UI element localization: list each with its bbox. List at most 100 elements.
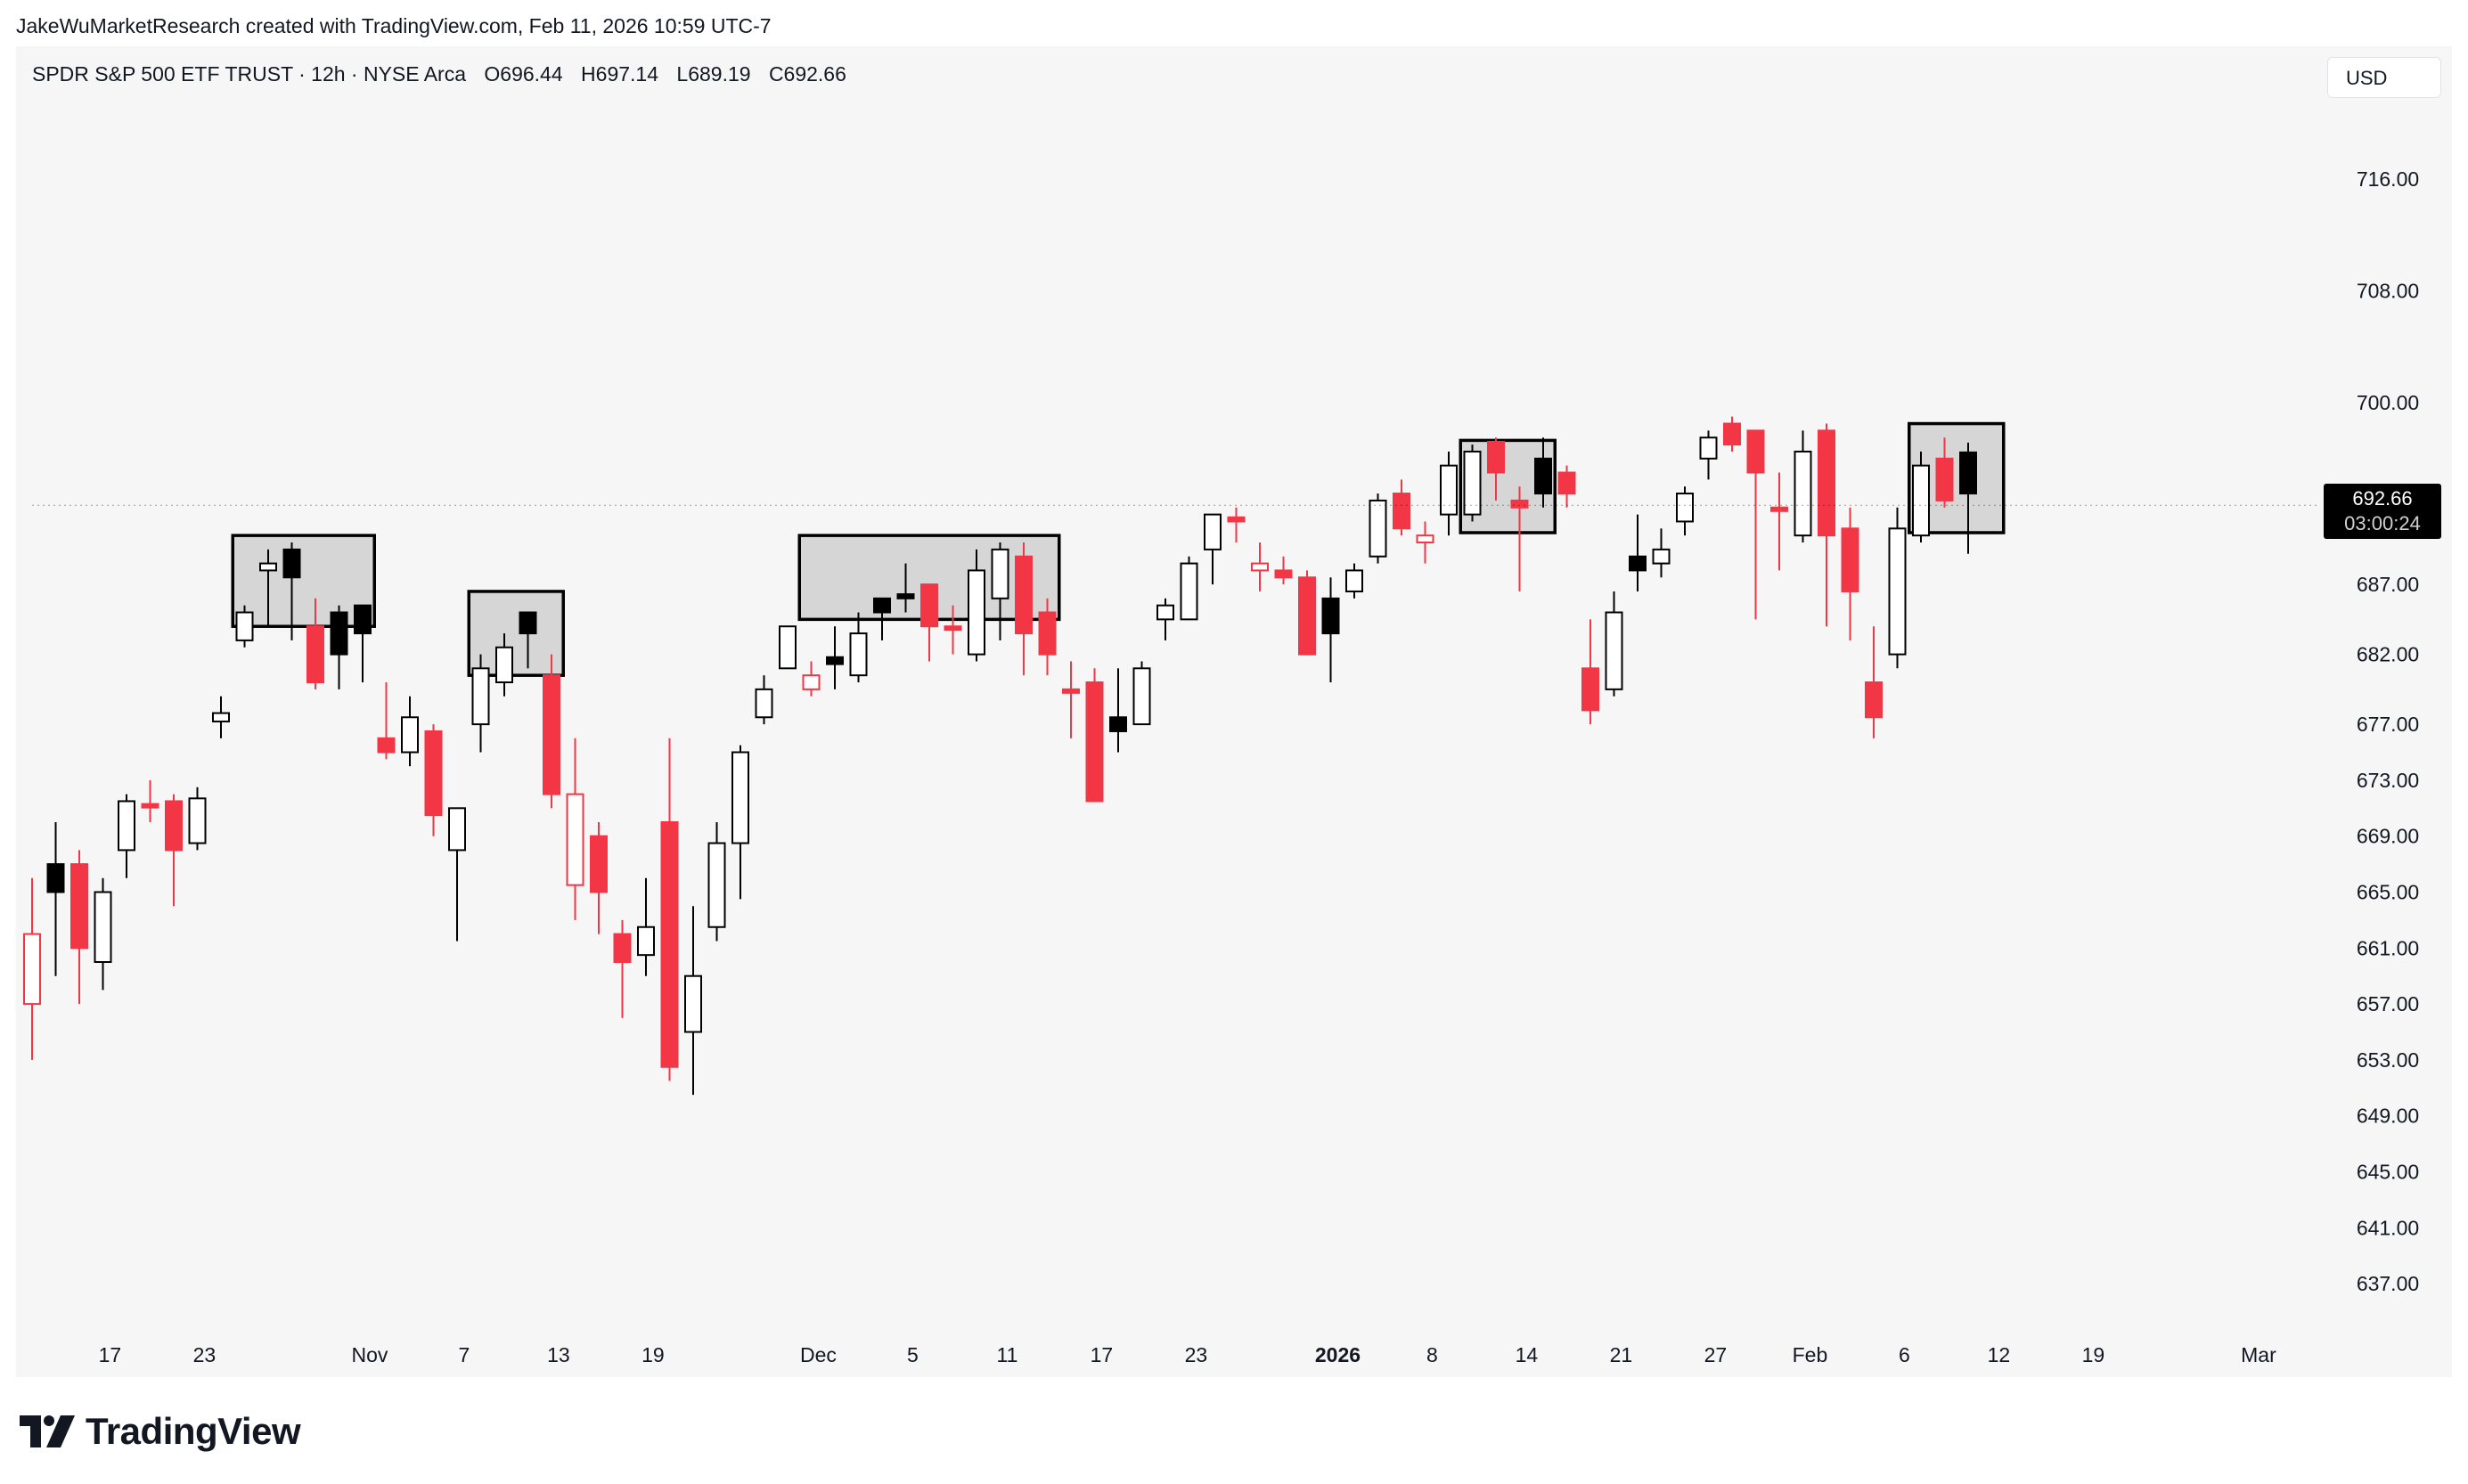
candle-body <box>1440 464 1458 516</box>
tradingview-logo[interactable]: TradingView <box>20 1409 301 1454</box>
candle-body <box>495 646 513 683</box>
symbol-description[interactable]: SPDR S&P 500 ETF TRUST · 12h · NYSE Arca <box>32 62 467 86</box>
y-axis-tick-label: 661.00 <box>2357 936 2419 959</box>
candle-body <box>684 974 702 1033</box>
candle-body <box>165 800 183 852</box>
candle-body <box>1510 499 1529 509</box>
tradingview-logo-icon <box>20 1415 75 1447</box>
x-axis-tick-label: 6 <box>1899 1343 1910 1366</box>
candle-body <box>1912 464 1930 537</box>
x-axis-tick-label: 13 <box>547 1343 570 1366</box>
bar-countdown: 03:00:24 <box>2344 512 2421 534</box>
y-axis-tick-label: 657.00 <box>2357 992 2419 1015</box>
candle-body <box>1251 562 1269 572</box>
candle-body <box>1841 527 1859 592</box>
candle-body <box>1770 506 1788 512</box>
x-axis-tick-label: 14 <box>1516 1343 1539 1366</box>
candle-body <box>1345 569 1363 592</box>
candle-body <box>707 842 726 928</box>
candle-body <box>543 674 560 795</box>
candle-body <box>235 611 254 641</box>
highlight-box-2 <box>467 590 565 677</box>
x-axis-tick-label: 21 <box>1610 1343 1633 1366</box>
x-axis-tick-label: Dec <box>800 1343 837 1366</box>
x-axis-tick-label: 17 <box>99 1343 122 1366</box>
candle-body <box>70 863 88 950</box>
candle-body <box>1132 667 1151 726</box>
candle-body <box>1321 597 1340 635</box>
candle-body <box>1581 667 1599 712</box>
candle-body <box>330 611 348 656</box>
candle-body <box>282 548 301 579</box>
x-axis-tick-label: 8 <box>1426 1343 1438 1366</box>
candle-body <box>306 625 324 684</box>
candle-body <box>1794 450 1812 537</box>
y-axis-tick-label: 700.00 <box>2357 391 2419 414</box>
candle-body <box>802 674 821 690</box>
candle-body <box>188 797 207 844</box>
candle-body <box>1204 513 1222 550</box>
candle-body <box>212 712 230 722</box>
candle-body <box>1393 493 1410 530</box>
y-axis-tick-label: 669.00 <box>2357 825 2419 848</box>
candle-body <box>401 716 419 754</box>
chart-panel[interactable] <box>16 46 2452 1377</box>
candle-body <box>731 751 749 844</box>
candle-body <box>1723 422 1741 446</box>
candle-body <box>826 656 844 665</box>
y-axis-tick-label: 645.00 <box>2357 1161 2419 1184</box>
last-price-tag: 692.66 03:00:24 <box>2324 484 2441 539</box>
x-axis-tick-label: 2026 <box>1315 1343 1361 1366</box>
candle-body <box>1274 569 1293 579</box>
candle-body <box>944 625 962 632</box>
y-axis-tick-label: 716.00 <box>2357 167 2419 191</box>
x-axis-tick-label: 19 <box>642 1343 665 1366</box>
x-axis-tick-label: 12 <box>1988 1343 2011 1366</box>
candle-body <box>1557 471 1576 495</box>
candle-body <box>259 562 277 572</box>
candle-body <box>1959 451 1977 495</box>
candle-body <box>1085 681 1104 803</box>
x-axis-tick-label: 5 <box>907 1343 919 1366</box>
ohlc-legend: SPDR S&P 500 ETF TRUST · 12h · NYSE Arca… <box>32 62 846 86</box>
y-axis-tick-label: 641.00 <box>2357 1216 2419 1239</box>
candle-body <box>1935 457 1954 501</box>
candle-body <box>471 667 490 726</box>
candle-body <box>94 891 112 963</box>
y-axis-tick-label: 708.00 <box>2357 279 2419 302</box>
candle-body <box>1298 576 1316 656</box>
candle-body <box>23 933 41 1006</box>
candle-body <box>1369 499 1387 558</box>
high-value: H697.14 <box>581 62 659 86</box>
highlight-box-1 <box>231 534 376 628</box>
y-axis-tick-label: 649.00 <box>2357 1105 2419 1128</box>
candle-body <box>1865 681 1883 719</box>
candle-body <box>1416 534 1434 544</box>
candle-body <box>1652 548 1671 565</box>
candle-body <box>1676 493 1694 523</box>
x-axis-tick-label: 27 <box>1704 1343 1728 1366</box>
candle-body <box>1227 516 1246 523</box>
candle-body <box>755 688 773 719</box>
currency-selector[interactable]: USD <box>2327 57 2441 98</box>
candle-body <box>660 821 679 1068</box>
candle-body <box>1463 450 1482 516</box>
x-axis-tick-label: 11 <box>997 1343 1018 1366</box>
candle-body <box>590 835 608 893</box>
candle-body <box>968 569 985 656</box>
candle-body <box>896 593 915 599</box>
x-axis-tick-label: 19 <box>2082 1343 2105 1366</box>
x-axis-tick-label: 17 <box>1091 1343 1114 1366</box>
x-axis-tick-label: Feb <box>1793 1343 1828 1366</box>
y-axis-tick-label: 653.00 <box>2357 1048 2419 1072</box>
candle-body <box>637 925 655 957</box>
y-axis-tick-label: 637.00 <box>2357 1272 2419 1295</box>
candle-body <box>566 793 584 886</box>
candle-body <box>779 625 797 670</box>
candle-body <box>1629 555 1647 572</box>
candle-body <box>849 632 868 677</box>
candle-body <box>448 807 466 852</box>
logo-text: TradingView <box>86 1410 301 1452</box>
close-value: C692.66 <box>768 62 846 86</box>
